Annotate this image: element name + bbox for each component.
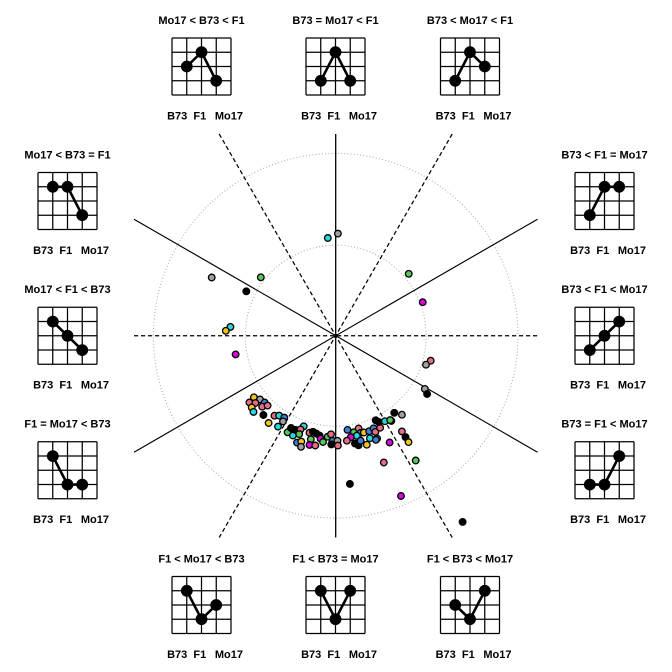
svg-text:B73: B73: [436, 110, 456, 122]
svg-text:Mo17: Mo17: [618, 514, 646, 526]
svg-text:B73: B73: [33, 514, 53, 526]
svg-text:Mo17 < B73 = F1: Mo17 < B73 = F1: [24, 149, 110, 161]
svg-text:F1 < B73 < Mo17: F1 < B73 < Mo17: [427, 553, 513, 565]
svg-text:F1: F1: [462, 649, 475, 661]
svg-text:F1: F1: [327, 649, 340, 661]
svg-text:B73: B73: [436, 649, 456, 661]
svg-text:F1 < B73 = Mo17: F1 < B73 = Mo17: [292, 553, 378, 565]
svg-text:F1: F1: [193, 649, 206, 661]
svg-text:Mo17: Mo17: [81, 245, 109, 257]
svg-text:B73: B73: [167, 649, 187, 661]
svg-text:Mo17: Mo17: [215, 110, 243, 122]
svg-text:B73 = F1 < Mo17: B73 = F1 < Mo17: [561, 419, 647, 431]
svg-text:F1: F1: [59, 245, 72, 257]
svg-text:B73: B73: [301, 649, 321, 661]
svg-text:F1: F1: [59, 514, 72, 526]
svg-text:B73 < Mo17 < F1: B73 < Mo17 < F1: [427, 15, 513, 27]
svg-text:Mo17: Mo17: [81, 380, 109, 392]
svg-text:Mo17: Mo17: [349, 110, 377, 122]
svg-text:B73 < F1 < Mo17: B73 < F1 < Mo17: [561, 284, 647, 296]
svg-text:Mo17: Mo17: [618, 245, 646, 257]
svg-text:Mo17: Mo17: [81, 514, 109, 526]
svg-text:B73: B73: [167, 110, 187, 122]
svg-text:F1: F1: [596, 380, 609, 392]
svg-text:Mo17: Mo17: [483, 110, 511, 122]
svg-text:B73 < F1 = Mo17: B73 < F1 = Mo17: [561, 149, 647, 161]
svg-text:F1: F1: [59, 380, 72, 392]
svg-text:Mo17 < F1 < B73: Mo17 < F1 < B73: [24, 284, 110, 296]
svg-text:F1: F1: [596, 514, 609, 526]
svg-text:Mo17: Mo17: [349, 649, 377, 661]
svg-text:B73: B73: [33, 380, 53, 392]
svg-text:F1: F1: [193, 110, 206, 122]
svg-text:B73: B73: [33, 245, 53, 257]
svg-text:B73: B73: [570, 380, 590, 392]
svg-text:F1 < Mo17 < B73: F1 < Mo17 < B73: [158, 553, 244, 565]
svg-text:B73: B73: [570, 514, 590, 526]
svg-text:F1: F1: [327, 110, 340, 122]
svg-text:F1: F1: [596, 245, 609, 257]
svg-text:F1: F1: [462, 110, 475, 122]
svg-text:B73: B73: [570, 245, 590, 257]
svg-text:Mo17: Mo17: [215, 649, 243, 661]
svg-text:B73: B73: [301, 110, 321, 122]
svg-text:Mo17: Mo17: [618, 380, 646, 392]
svg-text:B73 = Mo17 < F1: B73 = Mo17 < F1: [292, 15, 378, 27]
svg-text:Mo17 < B73 < F1: Mo17 < B73 < F1: [158, 15, 244, 27]
svg-text:F1 = Mo17 < B73: F1 = Mo17 < B73: [24, 419, 110, 431]
svg-text:Mo17: Mo17: [483, 649, 511, 661]
